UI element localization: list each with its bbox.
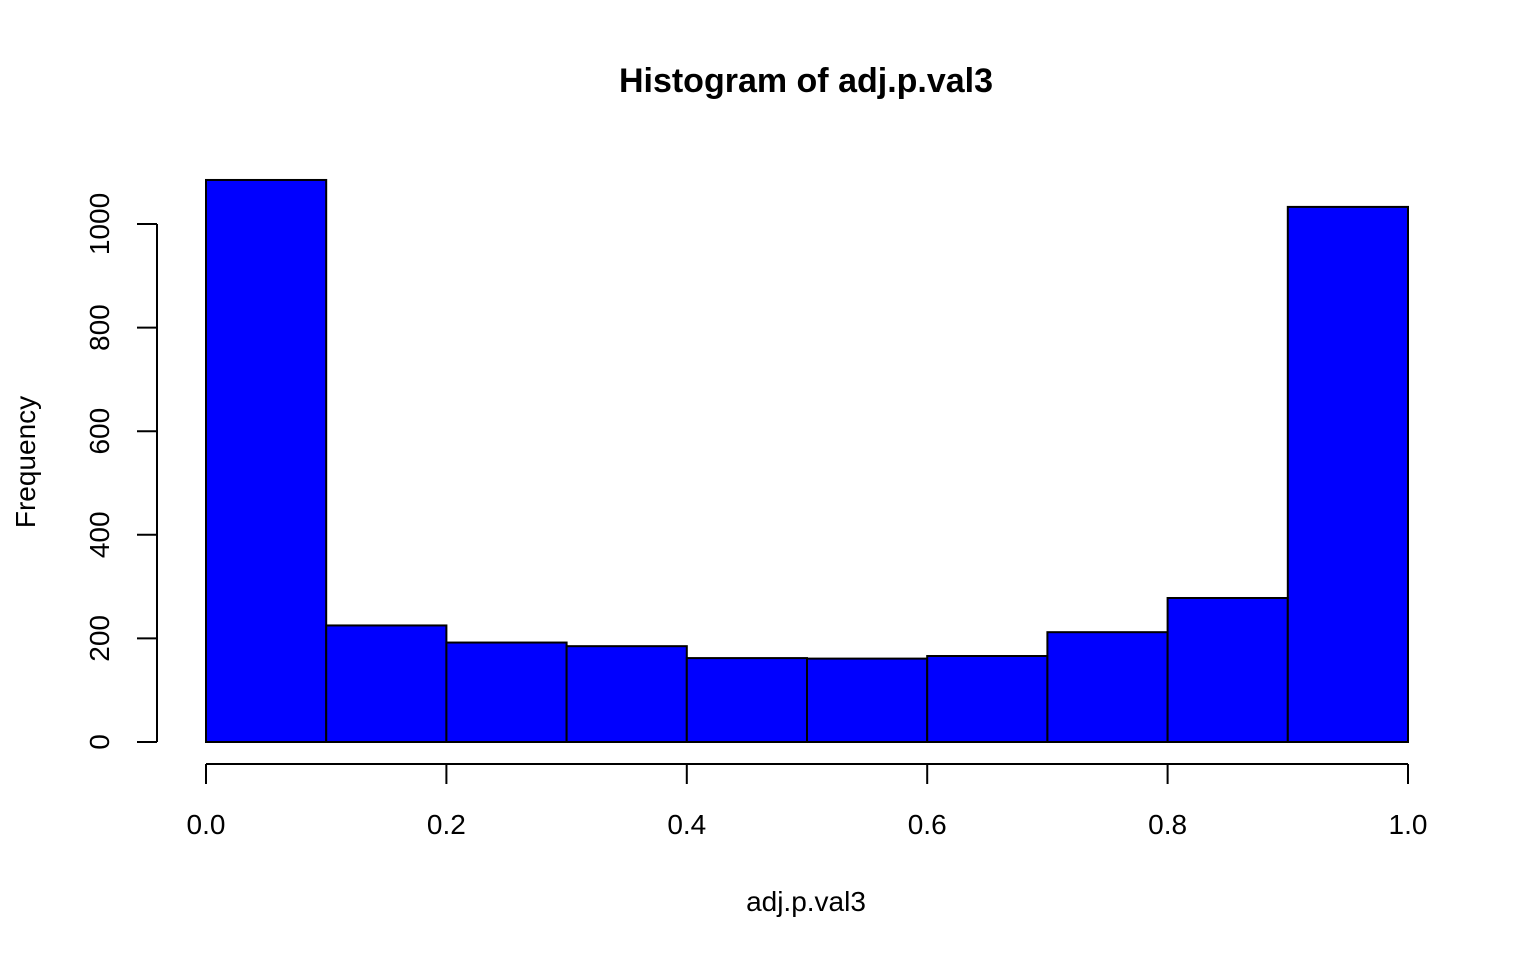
y-axis: 0 200 400 600 800 1000: [84, 193, 158, 750]
x-ticks: 0.0 0.2 0.4 0.6 0.8 1.0: [187, 764, 1428, 840]
histogram-bar-10: [1286, 205, 1410, 743]
histogram-bar-2: [325, 624, 448, 744]
x-tick-label: 0.2: [427, 809, 466, 840]
histogram-bar-1: [205, 178, 328, 744]
y-axis-label: Frequency: [10, 396, 41, 528]
x-tick-label: 0.8: [1148, 809, 1187, 840]
y-tick-label: 0: [84, 734, 115, 750]
bars-group: [205, 178, 1410, 744]
x-tick-label: 0.6: [908, 809, 947, 840]
histogram-bar-6: [806, 657, 929, 743]
x-tick-label: 0.0: [187, 809, 226, 840]
chart-title: Histogram of adj.p.val3: [619, 62, 993, 100]
y-tick-label: 400: [84, 511, 115, 558]
histogram-bar-9: [1166, 596, 1289, 743]
y-tick-label: 200: [84, 615, 115, 662]
y-tick-label: 600: [84, 408, 115, 455]
histogram-bar-8: [1046, 631, 1169, 744]
x-axis-label: adj.p.val3: [746, 886, 866, 917]
histogram-bar-4: [565, 645, 688, 743]
x-tick-label: 0.4: [667, 809, 706, 840]
histogram-bar-7: [926, 655, 1049, 744]
x-axis: 0.0 0.2 0.4 0.6 0.8 1.0: [187, 763, 1428, 840]
x-tick-label: 1.0: [1389, 809, 1428, 840]
y-tick-label: 1000: [84, 193, 115, 255]
y-tick-label: 800: [84, 304, 115, 351]
histogram-bar-3: [445, 641, 568, 744]
y-ticks: 0 200 400 600 800 1000: [84, 193, 157, 750]
histogram-bar-5: [685, 657, 808, 743]
